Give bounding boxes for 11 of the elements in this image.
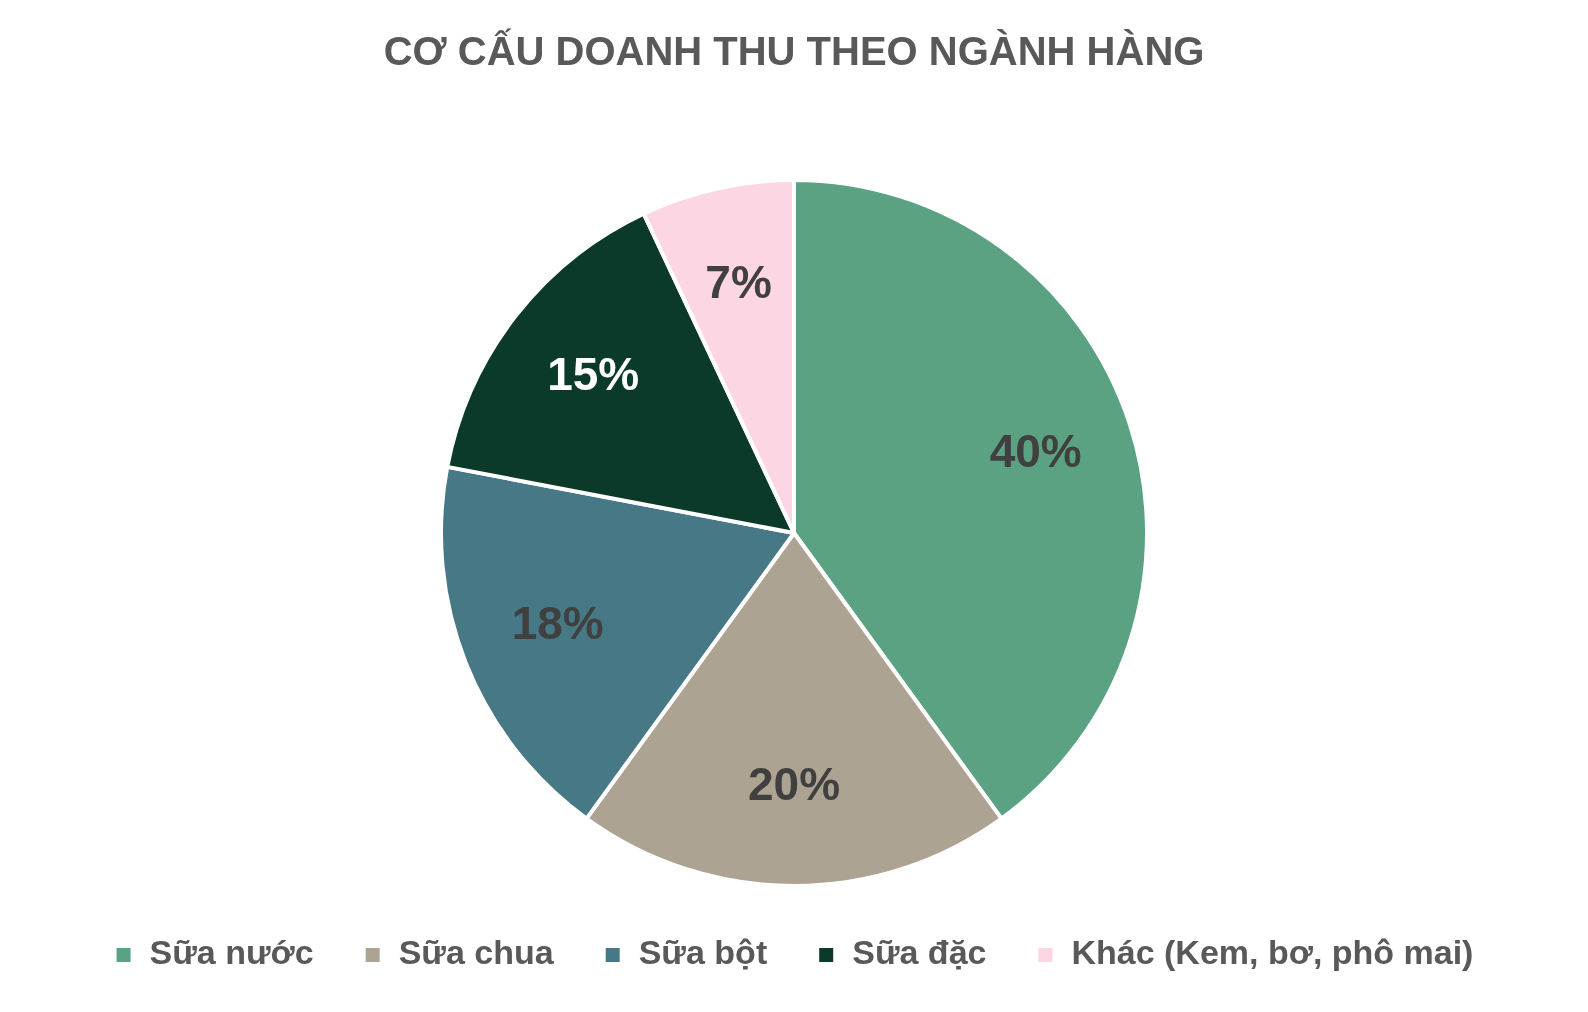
legend-label: Sữa bột bbox=[638, 933, 768, 972]
legend-label: Sữa nước bbox=[149, 933, 314, 972]
data-label: 40% bbox=[989, 425, 1082, 478]
legend-label: Sữa đặc bbox=[852, 933, 987, 972]
data-label: 18% bbox=[511, 597, 604, 650]
data-label: 7% bbox=[705, 255, 772, 308]
data-label: 15% bbox=[547, 347, 640, 400]
legend-label: Sữa chua bbox=[398, 933, 555, 972]
chart-title: CƠ CẤU DOANH THU THEO NGÀNH HÀNG bbox=[383, 28, 1205, 74]
data-label: 20% bbox=[747, 757, 841, 810]
legend-label: Khác (Kem, bơ, phô mai) bbox=[1071, 933, 1474, 972]
